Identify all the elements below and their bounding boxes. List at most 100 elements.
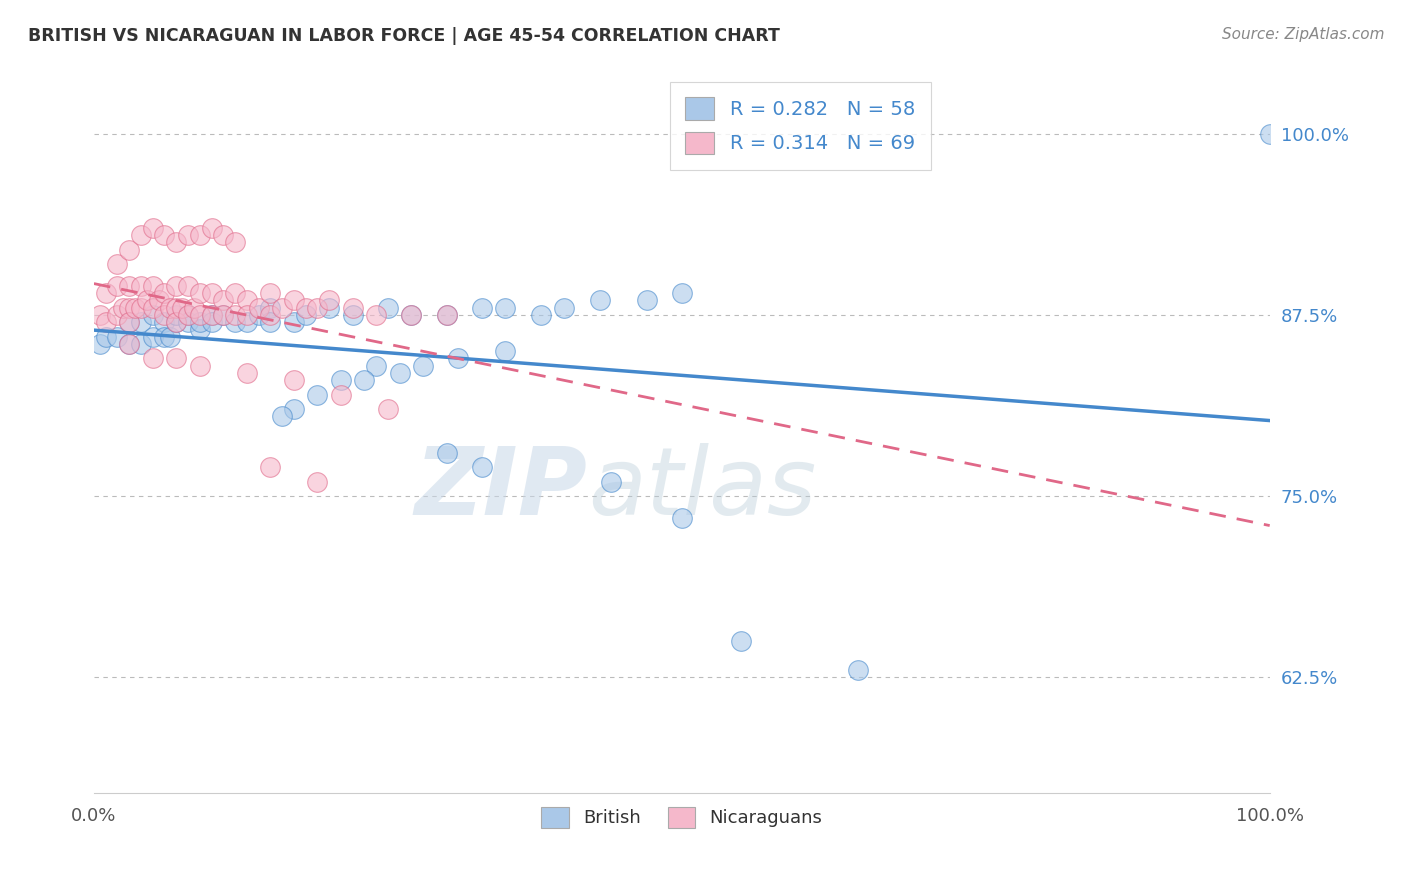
Point	[118, 315, 141, 329]
Point	[177, 279, 200, 293]
Point	[494, 344, 516, 359]
Point	[200, 286, 222, 301]
Point	[212, 308, 235, 322]
Point	[153, 308, 176, 322]
Point	[129, 228, 152, 243]
Point	[165, 315, 187, 329]
Point	[294, 308, 316, 322]
Point	[342, 308, 364, 322]
Point	[283, 315, 305, 329]
Point	[200, 308, 222, 322]
Point	[553, 301, 575, 315]
Point	[436, 308, 458, 322]
Point	[142, 351, 165, 366]
Point	[118, 279, 141, 293]
Point	[224, 286, 246, 301]
Point	[177, 308, 200, 322]
Point	[142, 301, 165, 315]
Point	[148, 293, 170, 308]
Point	[188, 359, 211, 373]
Point	[107, 279, 129, 293]
Point	[1258, 127, 1281, 141]
Point	[94, 286, 117, 301]
Point	[236, 315, 259, 329]
Point	[142, 221, 165, 235]
Point	[224, 235, 246, 250]
Point	[129, 279, 152, 293]
Point	[94, 329, 117, 343]
Point	[200, 221, 222, 235]
Point	[124, 301, 146, 315]
Point	[142, 329, 165, 343]
Point	[118, 243, 141, 257]
Point	[318, 301, 340, 315]
Point	[118, 315, 141, 329]
Point	[259, 460, 281, 475]
Point	[671, 511, 693, 525]
Point	[401, 308, 423, 322]
Point	[200, 315, 222, 329]
Point	[165, 279, 187, 293]
Point	[259, 286, 281, 301]
Point	[165, 235, 187, 250]
Point	[600, 475, 623, 489]
Legend: British, Nicaraguans: British, Nicaraguans	[534, 800, 830, 835]
Point	[329, 387, 352, 401]
Point	[129, 315, 152, 329]
Point	[129, 301, 152, 315]
Point	[165, 308, 187, 322]
Point	[636, 293, 658, 308]
Point	[366, 359, 388, 373]
Point	[188, 228, 211, 243]
Point	[494, 301, 516, 315]
Point	[89, 337, 111, 351]
Point	[107, 257, 129, 271]
Point	[212, 308, 235, 322]
Point	[165, 315, 187, 329]
Point	[307, 387, 329, 401]
Point	[129, 337, 152, 351]
Point	[159, 329, 181, 343]
Point	[142, 308, 165, 322]
Point	[388, 366, 411, 380]
Point	[142, 279, 165, 293]
Point	[118, 337, 141, 351]
Point	[118, 301, 141, 315]
Point	[236, 308, 259, 322]
Point	[436, 308, 458, 322]
Point	[212, 228, 235, 243]
Point	[259, 315, 281, 329]
Point	[188, 308, 211, 322]
Point	[172, 301, 194, 315]
Point	[588, 293, 610, 308]
Point	[294, 301, 316, 315]
Point	[283, 293, 305, 308]
Point	[177, 315, 200, 329]
Point	[135, 293, 157, 308]
Point	[247, 301, 270, 315]
Point	[671, 286, 693, 301]
Point	[471, 460, 494, 475]
Point	[307, 301, 329, 315]
Point	[188, 322, 211, 336]
Point	[153, 329, 176, 343]
Point	[436, 445, 458, 459]
Point	[401, 308, 423, 322]
Point	[447, 351, 470, 366]
Point	[530, 308, 553, 322]
Point	[307, 475, 329, 489]
Point	[846, 663, 869, 677]
Point	[342, 301, 364, 315]
Point	[212, 293, 235, 308]
Point	[153, 228, 176, 243]
Point	[730, 634, 752, 648]
Point	[377, 402, 399, 417]
Text: ZIP: ZIP	[415, 443, 588, 535]
Text: atlas: atlas	[588, 443, 815, 534]
Point	[107, 329, 129, 343]
Point	[271, 409, 294, 424]
Point	[89, 308, 111, 322]
Point	[165, 351, 187, 366]
Point	[183, 301, 205, 315]
Point	[259, 308, 281, 322]
